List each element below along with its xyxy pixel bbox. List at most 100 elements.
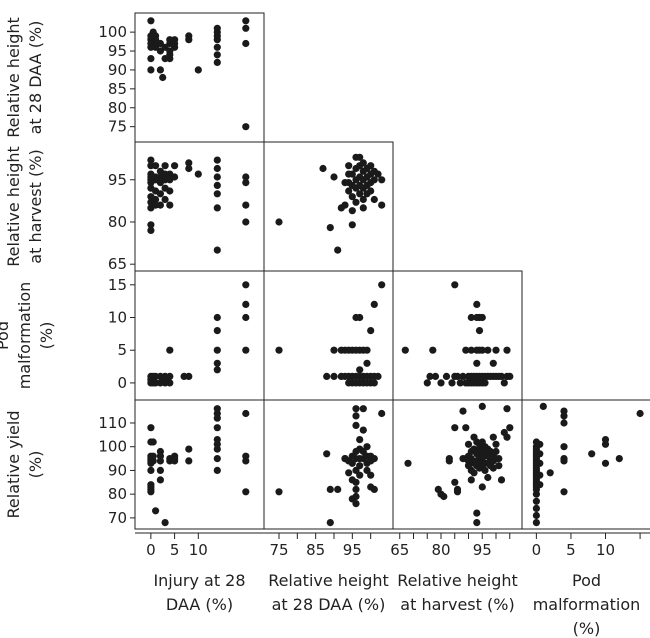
- data-point-rhh-vs-yield: [451, 478, 459, 486]
- data-point-injury-vs-rhh: [161, 162, 169, 170]
- data-point-rh28-vs-yield: [352, 412, 360, 420]
- data-point-injury-vs-rhh: [213, 190, 221, 198]
- data-point-rh28-vs-rhh: [345, 162, 353, 170]
- data-point-rh28-vs-rhh: [359, 159, 367, 167]
- x-tick-label: 10: [596, 541, 615, 559]
- data-point-pod-vs-yield: [536, 471, 544, 479]
- data-point-injury-vs-rhh: [213, 181, 221, 189]
- data-point-injury-vs-rh28: [147, 55, 155, 63]
- data-point-rhh-vs-yield: [453, 485, 462, 493]
- data-point-injury-vs-yield: [156, 457, 164, 465]
- data-point-injury-vs-yield: [149, 438, 157, 446]
- data-point-rh28-vs-rhh: [367, 187, 375, 195]
- x-axis-title: Relative height: [397, 571, 518, 590]
- data-point-rhh-vs-pod: [484, 346, 492, 354]
- data-point-rh28-vs-yield: [363, 443, 371, 451]
- data-point-rhh-vs-yield: [440, 492, 448, 501]
- data-point-rhh-vs-yield: [470, 469, 478, 477]
- y-tick-label: 15: [108, 276, 127, 294]
- data-point-injury-vs-rhh: [171, 162, 179, 170]
- data-point-rhh-vs-yield: [495, 462, 503, 470]
- data-point-rh28-vs-yield: [352, 500, 360, 508]
- data-point-rhh-vs-yield: [489, 433, 497, 441]
- data-point-injury-vs-pod: [213, 327, 221, 335]
- data-point-injury-vs-rh28: [242, 123, 250, 131]
- data-point-rhh-vs-pod: [401, 346, 409, 354]
- data-point-rh28-vs-yield: [326, 485, 334, 493]
- data-point-pod-vs-yield: [536, 481, 544, 489]
- data-point-rhh-vs-pod: [459, 372, 467, 380]
- data-point-rhh-vs-yield: [481, 466, 489, 474]
- data-point-rh28-vs-yield: [352, 478, 360, 486]
- data-point-injury-vs-rhh: [213, 246, 221, 254]
- data-point-injury-vs-pod: [242, 300, 250, 308]
- y-axis-title: Pod: [0, 321, 12, 350]
- data-point-rh28-vs-yield: [334, 485, 342, 493]
- panel-frame-pod-vs-yield: [521, 399, 650, 530]
- data-point-injury-vs-rhh: [152, 195, 160, 204]
- data-point-pod-vs-yield: [601, 459, 610, 467]
- y-tick-label: 90: [108, 61, 127, 79]
- data-point-pod-vs-yield: [539, 402, 547, 410]
- data-point-pod-vs-yield: [615, 455, 623, 463]
- y-tick-label: 100: [98, 438, 127, 456]
- data-point-rhh-vs-pod: [451, 281, 459, 289]
- x-tick-label: 95: [473, 541, 492, 559]
- x-tick-label: 80: [431, 541, 450, 559]
- y-axis-title: malformation: [15, 282, 34, 390]
- data-point-injury-vs-rhh: [147, 156, 155, 164]
- data-point-pod-vs-yield: [560, 488, 568, 496]
- data-point-injury-vs-yield: [156, 476, 164, 484]
- data-point-pod-vs-yield: [636, 409, 644, 418]
- data-point-injury-vs-pod: [166, 346, 174, 354]
- panel-frame-rh28-vs-yield: [263, 399, 394, 530]
- data-point-rh28-vs-rhh: [341, 201, 349, 209]
- data-point-rh28-vs-yield: [323, 450, 331, 458]
- y-tick-label: 110: [98, 414, 127, 432]
- data-point-rhh-vs-pod: [456, 379, 464, 387]
- data-point-rhh-vs-yield: [445, 457, 453, 465]
- data-point-rhh-vs-pod: [448, 379, 456, 387]
- data-point-rh28-vs-yield: [359, 426, 367, 434]
- data-point-rh28-vs-rhh: [356, 190, 364, 198]
- data-point-rh28-vs-pod: [330, 372, 338, 380]
- data-point-rh28-vs-yield: [367, 471, 375, 479]
- data-point-injury-vs-rh28: [242, 24, 250, 32]
- data-point-injury-vs-yield: [213, 424, 221, 432]
- x-axis-title: at 28 DAA (%): [272, 595, 386, 614]
- data-point-rhh-vs-pod: [503, 346, 511, 354]
- data-point-rhh-vs-yield: [503, 433, 511, 441]
- data-point-rhh-vs-yield: [495, 455, 503, 463]
- x-tick-label: 10: [189, 541, 208, 559]
- data-point-injury-vs-pod: [166, 372, 174, 380]
- y-tick-label: 0: [117, 374, 127, 392]
- x-tick-label: 5: [170, 541, 180, 559]
- data-point-rhh-vs-pod: [473, 359, 481, 367]
- data-point-rh28-vs-rhh: [370, 195, 378, 204]
- x-tick-label: 85: [306, 541, 325, 559]
- data-point-rhh-vs-yield: [484, 473, 492, 482]
- data-point-injury-vs-rhh: [147, 226, 155, 234]
- data-point-injury-vs-rh28: [213, 58, 221, 66]
- data-point-rhh-vs-yield: [473, 509, 481, 517]
- data-point-rhh-vs-pod: [473, 300, 481, 308]
- data-point-pod-vs-yield: [560, 419, 568, 427]
- x-tick-label: 95: [343, 541, 362, 559]
- data-point-rh28-vs-rhh: [345, 187, 353, 195]
- data-point-rhh-vs-yield: [451, 424, 459, 432]
- data-point-rh28-vs-rhh: [378, 176, 386, 184]
- data-point-injury-vs-yield: [147, 424, 155, 432]
- data-point-rh28-vs-pod: [356, 313, 364, 322]
- y-tick-label: 10: [108, 309, 127, 327]
- panel-frame-rhh-vs-yield: [392, 399, 523, 530]
- data-point-rh28-vs-yield: [275, 488, 283, 496]
- data-point-injury-vs-rhh: [161, 195, 169, 204]
- x-axis-title: (%): [573, 619, 601, 638]
- data-point-pod-vs-yield: [560, 443, 568, 451]
- data-point-injury-vs-rhh: [213, 156, 221, 164]
- data-point-injury-vs-yield: [213, 445, 221, 453]
- data-point-injury-vs-rhh: [166, 201, 174, 209]
- data-point-rh28-vs-rhh: [334, 246, 342, 254]
- data-point-injury-vs-yield: [149, 457, 157, 465]
